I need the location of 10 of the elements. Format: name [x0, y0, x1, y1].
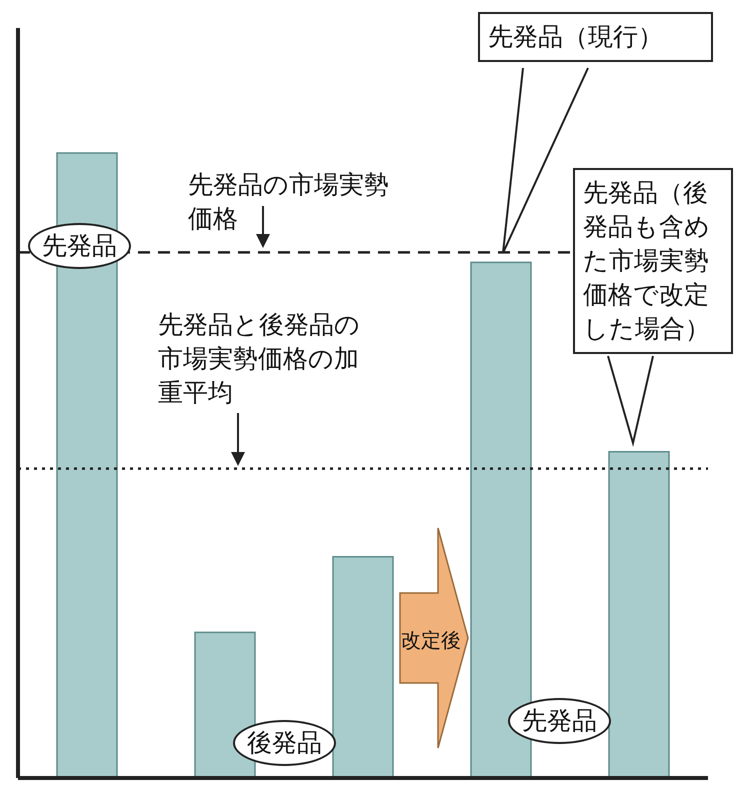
- annotation: 先発品（後発品も含めた市場実勢価格で改定した場合）: [573, 168, 733, 354]
- annotation: 先発品: [28, 223, 131, 269]
- bar: [608, 451, 670, 778]
- text: 先発品（現行）: [478, 12, 713, 62]
- ref-line-label: 先発品の市場実勢価格: [188, 169, 390, 235]
- annotation: 先発品: [508, 698, 611, 744]
- annotation: 後発品: [233, 720, 336, 766]
- annotation: 改定後: [401, 627, 461, 654]
- ref-line-label: 先発品と後発品の市場実勢価格の加重平均: [158, 309, 361, 409]
- bar: [332, 556, 394, 778]
